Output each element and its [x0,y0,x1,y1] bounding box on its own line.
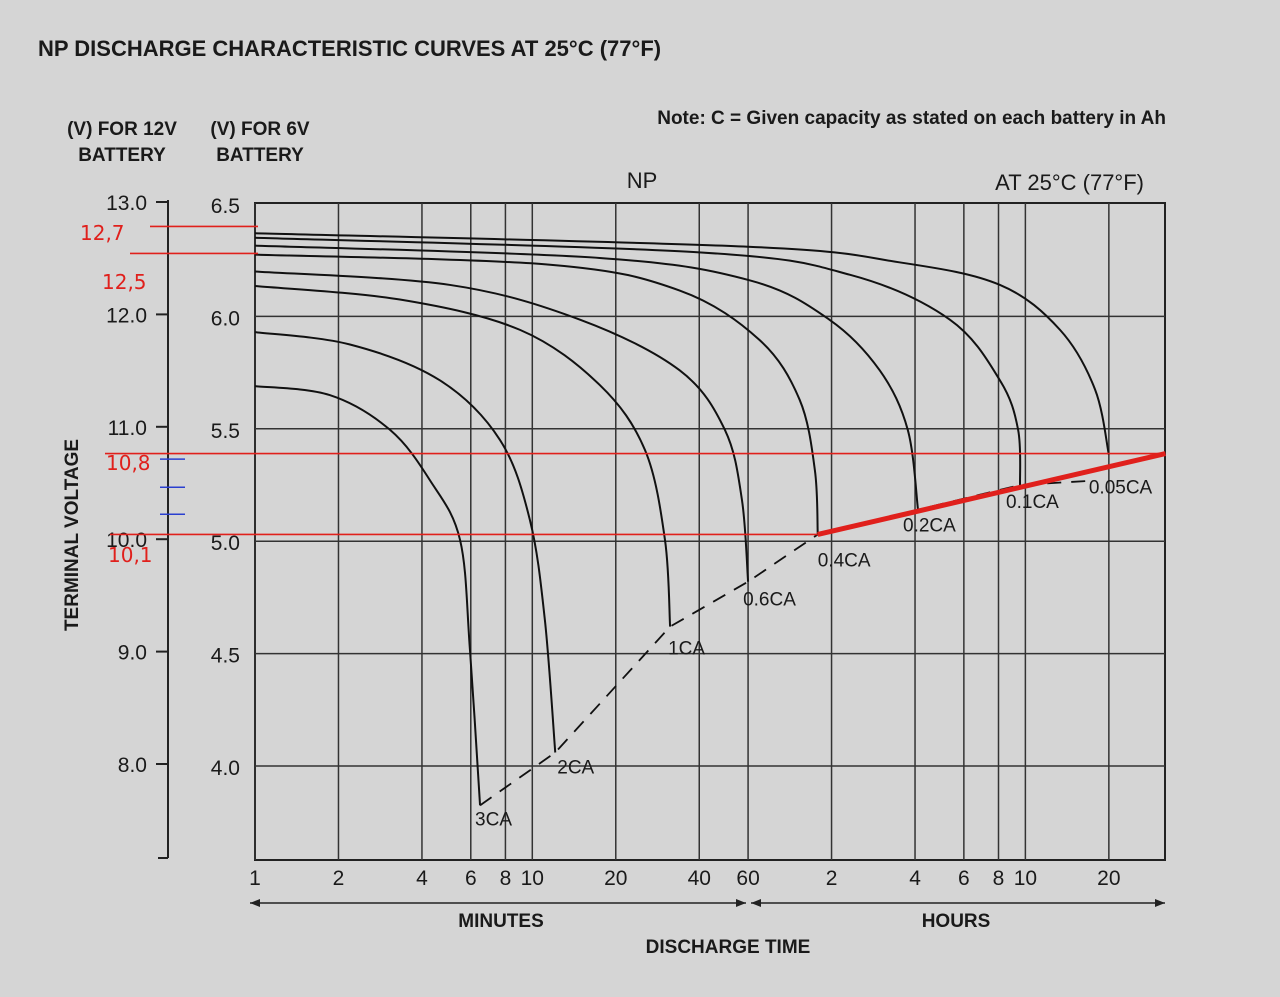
curve-label: 0.6CA [743,590,796,611]
hours-span-arrow-right-arrowhead [1155,899,1165,907]
annotation-label: 10,1 [108,543,153,567]
curve-label: 3CA [475,809,512,830]
y6-tick-label: 4.0 [211,757,240,780]
x-tick-label: 20 [1097,867,1120,890]
curve-0_1CA [254,236,1022,486]
y6-tick-label: 6.0 [211,307,240,330]
x-minutes-label: MINUTES [458,911,544,932]
chart-note: Note: C = Given capacity as stated on ea… [657,108,1166,129]
x-tick-label: 40 [688,867,711,890]
axes: 13.012.011.010.09.08.06.56.05.55.04.54.0… [106,192,1165,907]
subtitle-np: NP [627,168,658,193]
x-tick-label: 2 [333,867,345,890]
annotation-label: 10,8 [106,451,151,475]
y12-tick-label: 11.0 [108,417,147,440]
y6-tick-label: 6.5 [211,195,240,218]
x-tick-label: 1 [249,867,261,890]
x-tick-label: 4 [416,867,428,890]
y12-tick-label: 9.0 [118,642,147,665]
hours-span-arrow-left-arrowhead [751,899,761,907]
y12-tick-label: 12.0 [106,304,147,327]
curve-label: 0.2CA [903,516,956,537]
x-tick-label: 10 [521,867,544,890]
y12-tick-label: 8.0 [118,754,147,777]
curves: 0.05CA 0.1CA 0.2CA 0.4CA 0.6CA 1CA 2CA 3CA [254,232,1153,830]
y12-header-line2: BATTERY [78,145,166,166]
curve-label: 0.05CA [1089,478,1153,499]
x-tick-label: 6 [958,867,970,890]
curve-label: 0.4CA [818,550,871,571]
grid [254,202,1166,861]
y6-tick-label: 5.5 [211,420,240,443]
y12-header-line1: (V) FOR 12V [67,119,177,140]
x-tick-label: 2 [826,867,838,890]
x-axis-label: DISCHARGE TIME [646,937,811,958]
y12-tick-label: 13.0 [106,192,147,215]
subtitle-temperature: AT 25°C (77°F) [995,170,1144,195]
curve-0_05CA [254,232,1110,455]
y6-tick-label: 5.0 [211,532,240,555]
x-tick-label: 10 [1014,867,1037,890]
x-tick-label: 4 [909,867,921,890]
minutes-span-arrow-left-arrowhead [250,899,260,907]
x-tick-label: 8 [500,867,512,890]
annotation-label: 12,5 [102,270,147,294]
y6-header-line2: BATTERY [216,145,304,166]
minutes-span-arrow-right-arrowhead [736,899,746,907]
x-tick-label: 60 [736,867,759,890]
curve-0_2CA [254,244,919,510]
curve-0_4CA [254,253,819,535]
chart-title: NP DISCHARGE CHARACTERISTIC CURVES AT 25… [38,36,661,61]
curve-2CA [254,331,557,753]
y6-header-line1: (V) FOR 6V [210,119,310,140]
y-axis-label: TERMINAL VOLTAGE [62,439,83,631]
annotations: 12,7 12,5 10,8 10,1 [80,221,1167,567]
curve-label: 2CA [557,758,594,779]
curve-label: 1CA [668,639,705,660]
y6-tick-label: 4.5 [211,645,240,668]
annotation-label: 12,7 [80,221,125,245]
x-tick-label: 20 [604,867,627,890]
x-tick-label: 6 [465,867,477,890]
curve-0_6CA [254,270,750,582]
annotation-thick-line [817,451,1167,537]
curve-3CA [254,385,482,806]
x-hours-label: HOURS [922,911,991,932]
curve-1CA [254,285,672,627]
curve-label: 0.1CA [1006,492,1059,513]
x-tick-label: 8 [993,867,1005,890]
